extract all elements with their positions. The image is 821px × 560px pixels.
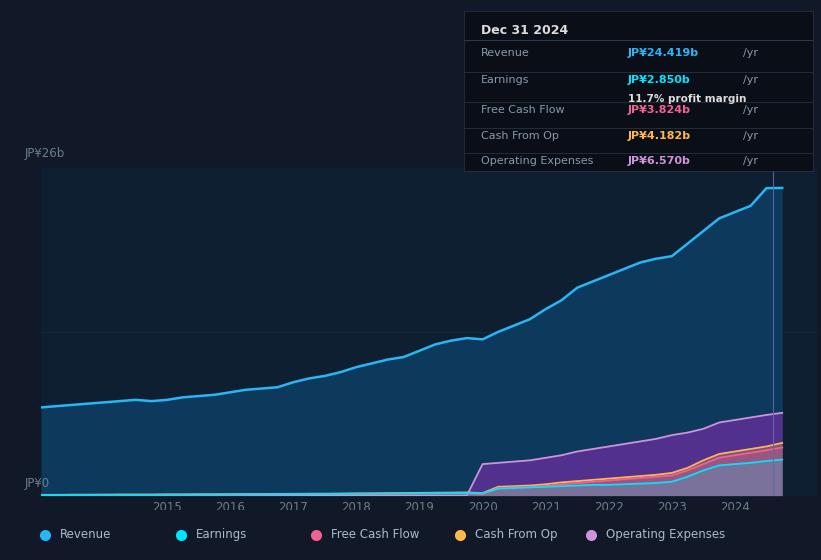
Text: Operating Expenses: Operating Expenses — [481, 156, 594, 166]
Text: JP¥3.824b: JP¥3.824b — [628, 105, 690, 115]
Text: Earnings: Earnings — [195, 528, 247, 542]
Text: JP¥2.850b: JP¥2.850b — [628, 75, 690, 85]
Text: Revenue: Revenue — [60, 528, 112, 542]
Text: JP¥4.182b: JP¥4.182b — [628, 131, 691, 141]
Text: Operating Expenses: Operating Expenses — [606, 528, 725, 542]
Text: Cash From Op: Cash From Op — [475, 528, 557, 542]
Text: JP¥0: JP¥0 — [25, 477, 50, 490]
Text: JP¥6.570b: JP¥6.570b — [628, 156, 690, 166]
Text: /yr: /yr — [743, 48, 758, 58]
Text: Free Cash Flow: Free Cash Flow — [481, 105, 565, 115]
Text: /yr: /yr — [743, 75, 758, 85]
Text: JP¥24.419b: JP¥24.419b — [628, 48, 699, 58]
Text: /yr: /yr — [743, 105, 758, 115]
Text: Cash From Op: Cash From Op — [481, 131, 559, 141]
Text: Free Cash Flow: Free Cash Flow — [331, 528, 420, 542]
Text: Dec 31 2024: Dec 31 2024 — [481, 24, 569, 37]
Text: /yr: /yr — [743, 156, 758, 166]
Text: /yr: /yr — [743, 131, 758, 141]
Text: JP¥26b: JP¥26b — [25, 147, 65, 160]
Text: Revenue: Revenue — [481, 48, 530, 58]
Text: Earnings: Earnings — [481, 75, 530, 85]
Text: 11.7% profit margin: 11.7% profit margin — [628, 94, 746, 104]
